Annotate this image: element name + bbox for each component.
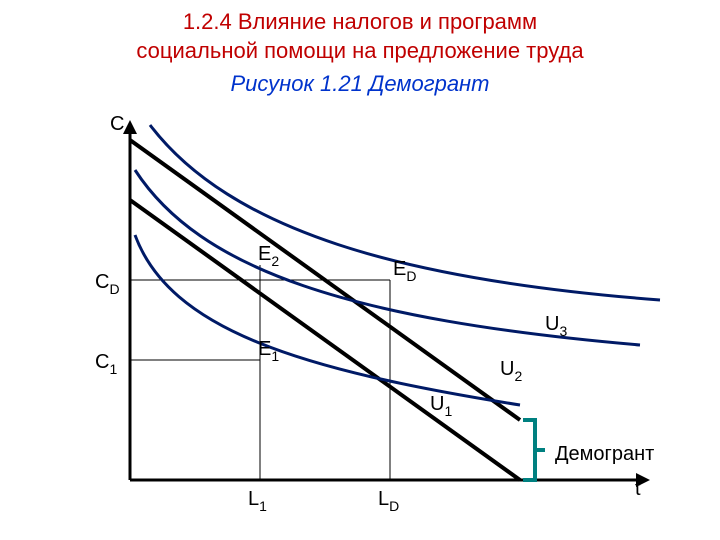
section-title: 1.2.4 Влияние налогов и программ социаль… (0, 0, 720, 65)
label-CD: CD (95, 271, 120, 297)
figure-caption: Рисунок 1.21 Демогрант (0, 71, 720, 97)
economics-diagram: CtCDC1L1LDE1E2EDU1U2U3Демогрант (0, 100, 720, 540)
label-LD: LD (378, 488, 399, 514)
label-ED: ED (393, 258, 416, 284)
demogrant-bracket (523, 420, 545, 480)
budget-line-lower (130, 200, 520, 480)
label-L1: L1 (248, 488, 267, 514)
diagram-container: CtCDC1L1LDE1E2EDU1U2U3Демогрант (0, 100, 720, 540)
axis-label-t: t (635, 478, 641, 500)
label-U2: U2 (500, 358, 522, 384)
title-line-1: 1.2.4 Влияние налогов и программ (183, 9, 537, 34)
axis-label-C: C (110, 113, 124, 135)
label-E1: E1 (258, 338, 279, 364)
label-U1: U1 (430, 393, 452, 419)
label-C1: C1 (95, 351, 117, 377)
title-line-2: социальной помощи на предложение труда (136, 38, 583, 63)
label-demogrant: Демогрант (555, 443, 654, 465)
